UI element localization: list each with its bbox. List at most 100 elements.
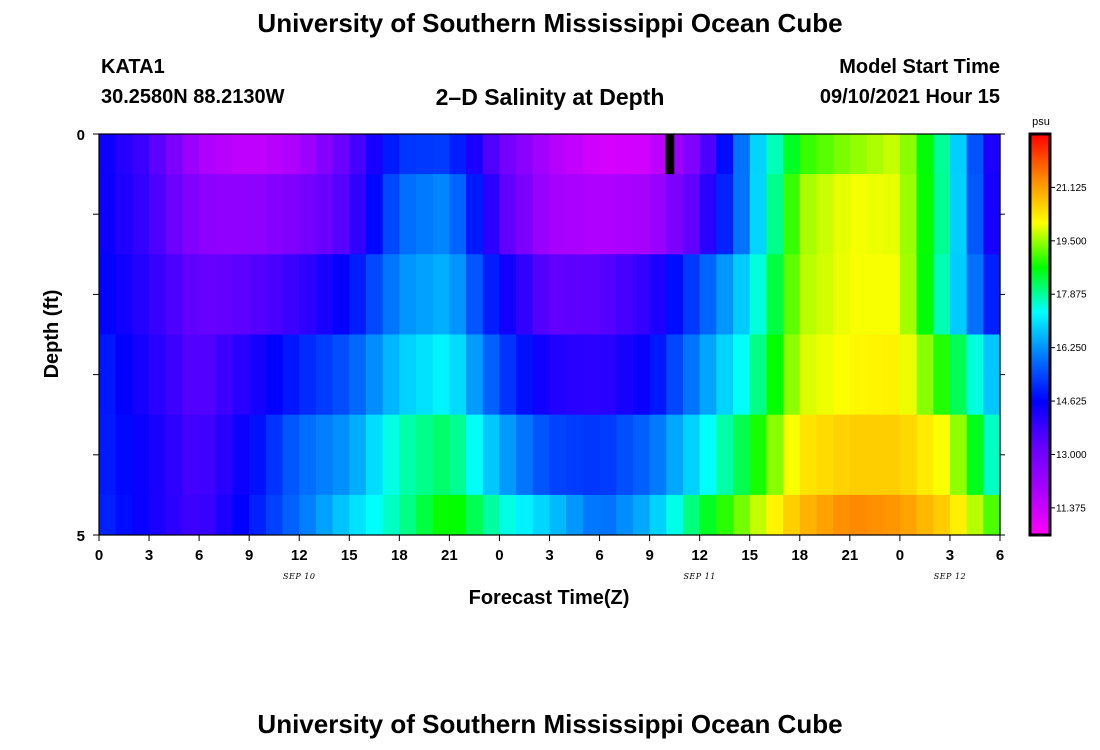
heatmap-cell (849, 334, 868, 416)
heatmap-cell (899, 414, 918, 496)
heatmap-cell (766, 334, 784, 416)
heatmap-cell (616, 334, 634, 416)
heatmap-cell (466, 334, 484, 416)
heatmap-cell (666, 414, 684, 496)
heatmap-cell (833, 494, 851, 536)
heatmap-cell (799, 414, 818, 496)
heatmap-cell (883, 134, 901, 175)
heatmap-cell (649, 174, 667, 255)
heatmap-cell (499, 174, 517, 255)
heatmap-cell (249, 334, 267, 416)
heatmap-cell (132, 134, 150, 175)
heatmap-cell (432, 414, 450, 496)
heatmap-cell (833, 134, 851, 175)
heatmap-cell (115, 254, 133, 335)
heatmap-cell (682, 494, 701, 536)
heatmap-cell (115, 174, 133, 255)
heatmap-cell (582, 334, 601, 416)
x-tick-label: 3 (145, 547, 153, 564)
heatmap-cell (265, 414, 284, 496)
x-tick-label: 9 (245, 547, 253, 564)
heatmap-cell (933, 334, 951, 416)
x-tick-label: 12 (691, 547, 708, 564)
heatmap-cell (482, 134, 501, 175)
heatmap-cell (766, 494, 784, 536)
heatmap-cell (449, 174, 467, 255)
heatmap-cell (632, 254, 651, 335)
heatmap-cell (616, 134, 634, 175)
heatmap-cell (883, 414, 901, 496)
heatmap-cell (399, 254, 417, 335)
x-tick-label: 6 (195, 547, 203, 564)
heatmap-cell (599, 334, 617, 416)
heatmap-cell (265, 254, 284, 335)
heatmap-cell (816, 134, 834, 175)
heatmap-cell (299, 174, 317, 255)
x-date-label: SEP 10 (283, 572, 315, 581)
heatmap-cell (332, 174, 350, 255)
heatmap-cell (466, 494, 484, 536)
heatmap-cell (599, 254, 617, 335)
heatmap-cell (432, 334, 450, 416)
heatmap-cell (165, 254, 184, 335)
heatmap-cell (466, 134, 484, 175)
colorbar-tick-label: 14.625 (1056, 397, 1087, 408)
heatmap-cell (733, 414, 751, 496)
heatmap-cell (682, 134, 701, 175)
heatmap-cell (949, 254, 968, 335)
heatmap-cell (182, 334, 200, 416)
heatmap-cell (733, 174, 751, 255)
heatmap-cell (265, 134, 284, 175)
heatmap-cell (265, 494, 284, 536)
heatmap-cell (966, 334, 984, 416)
heatmap-cell (165, 334, 184, 416)
heatmap-cell (215, 334, 234, 416)
heatmap-cell (833, 174, 851, 255)
heatmap-cell (849, 134, 868, 175)
heatmap-cell (899, 174, 918, 255)
heatmap-cell (949, 174, 968, 255)
heatmap-cell (532, 174, 551, 255)
heatmap-cell (933, 494, 951, 536)
heatmap-cell (666, 334, 684, 416)
heatmap-cell (199, 414, 217, 496)
heatmap-cell (566, 174, 584, 255)
heatmap-cell (649, 254, 667, 335)
heatmap-cell (933, 174, 951, 255)
heatmap-cell (249, 494, 267, 536)
y-tick-label: 5 (77, 528, 85, 545)
heatmap-cell (866, 334, 884, 416)
heatmap-cell (215, 494, 234, 536)
x-tick-label: 18 (391, 547, 408, 564)
x-tick-label: 0 (95, 547, 103, 564)
heatmap-cell (783, 334, 801, 416)
heatmap-cell (549, 494, 567, 536)
heatmap-cell (733, 254, 751, 335)
heatmap-cell (432, 254, 450, 335)
heatmap-cell (966, 174, 984, 255)
heatmap-cell (399, 414, 417, 496)
x-axis: 0 3 6 9 12 15 18 21 0 3 6 9 12 15 18 21 0 3 6 SEP 10 SEP 11 S… (95, 535, 1004, 581)
heatmap-cell (682, 414, 701, 496)
heatmap-cell (232, 134, 250, 175)
heatmap-cell (816, 494, 834, 536)
heatmap-cell (582, 174, 601, 255)
heatmap-cell (182, 134, 200, 175)
heatmap-cell (966, 254, 984, 335)
heatmap-cell (149, 494, 167, 536)
heatmap-cell (682, 174, 701, 255)
heatmap-cell (549, 134, 567, 175)
model-start-label: Model Start Time (839, 56, 1000, 78)
heatmap-cell (99, 134, 117, 175)
x-tick-label: 18 (791, 547, 808, 564)
heatmap-cell (282, 254, 300, 335)
heatmap-cell (749, 334, 768, 416)
heatmap-cell (499, 494, 517, 536)
heatmap-cell (199, 494, 217, 536)
heatmap-cell (666, 254, 684, 335)
heatmap-cell (499, 334, 517, 416)
heatmap-cell (766, 174, 784, 255)
heatmap-cell (349, 174, 367, 255)
heatmap-cell (849, 414, 868, 496)
heatmap-cell (382, 494, 400, 536)
